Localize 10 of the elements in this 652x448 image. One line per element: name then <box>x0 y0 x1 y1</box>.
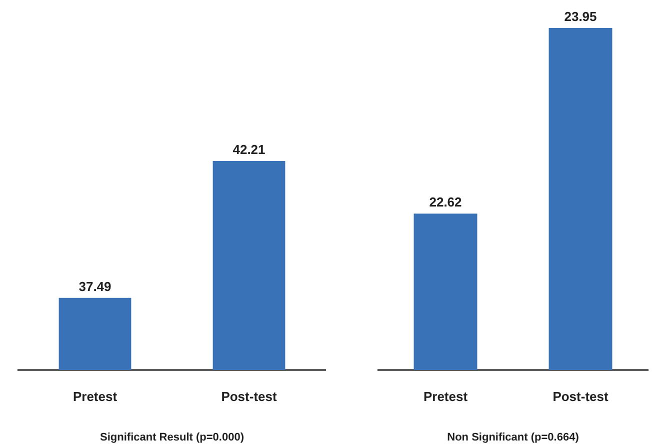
x-axis-title: Non Significant (p=0.664) <box>447 432 580 444</box>
data-label: 23.95 <box>564 9 597 24</box>
x-tick-label: Pretest <box>423 389 468 404</box>
x-tick-label: Pretest <box>72 389 118 404</box>
x-tick-label: Post-test <box>552 389 609 404</box>
x-axis-title: Significant Result (p=0.000) <box>100 432 244 444</box>
data-label: 37.49 <box>78 278 112 294</box>
data-label: 22.62 <box>429 194 462 210</box>
x-tick-label: Post-test <box>221 389 278 404</box>
data-label: 42.21 <box>232 142 266 157</box>
